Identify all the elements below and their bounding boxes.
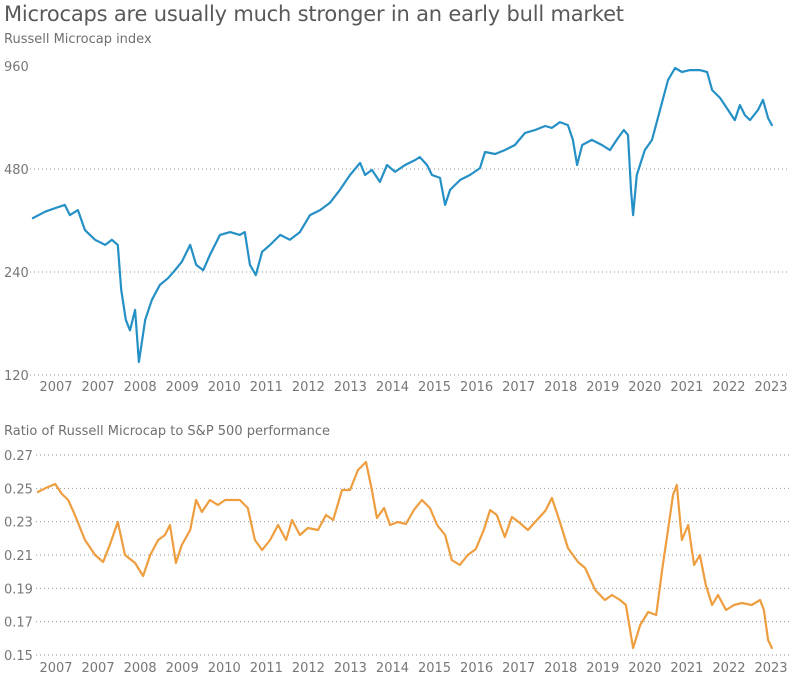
- ratio-x-tick-label: 2007: [39, 661, 72, 676]
- ratio-y-tick-label: 0.25: [4, 482, 33, 497]
- ratio-x-tick-label: 2009: [166, 661, 199, 676]
- ratio-y-tick-label: 0.21: [4, 549, 33, 564]
- index-x-tick-label: 2022: [712, 380, 745, 395]
- index-y-tick-label: 480: [4, 163, 29, 178]
- ratio-y-tick-label: 0.27: [4, 449, 33, 464]
- ratio-x-tick-label: 2007: [82, 661, 115, 676]
- index-y-tick-label: 960: [4, 60, 29, 75]
- index-y-tick-label: 120: [4, 369, 29, 384]
- index-x-tick-label: 2013: [334, 380, 367, 395]
- ratio-x-tick-label: 2021: [670, 661, 703, 676]
- index-y-tick-label: 240: [4, 266, 29, 281]
- index-chart-subtitle: Russell Microcap index: [4, 32, 152, 47]
- ratio-y-tick-label: 0.19: [4, 582, 33, 597]
- index-series-line: [31, 66, 773, 364]
- index-x-tick-label: 2023: [754, 380, 787, 395]
- index-x-tick-label: 2016: [460, 380, 493, 395]
- index-x-tick-label: 2018: [544, 380, 577, 395]
- ratio-x-tick-label: 2013: [334, 661, 367, 676]
- index-x-tick-label: 2012: [292, 380, 325, 395]
- index-x-tick-label: 2015: [418, 380, 451, 395]
- ratio-x-tick-label: 2019: [586, 661, 619, 676]
- index-x-tick-label: 2007: [39, 380, 72, 395]
- index-x-tick-label: 2017: [502, 380, 535, 395]
- index-x-tick-label: 2019: [586, 380, 619, 395]
- ratio-x-tick-label: 2022: [712, 661, 745, 676]
- ratio-x-tick-label: 2010: [208, 661, 241, 676]
- ratio-x-tick-label: 2023: [754, 661, 787, 676]
- ratio-chart-subtitle: Ratio of Russell Microcap to S&P 500 per…: [4, 424, 330, 439]
- ratio-series-line: [36, 460, 773, 650]
- ratio-x-tick-label: 2018: [544, 661, 577, 676]
- index-x-tick-label: 2020: [628, 380, 661, 395]
- ratio-x-tick-label: 2012: [292, 661, 325, 676]
- index-x-tick-label: 2011: [250, 380, 283, 395]
- ratio-x-tick-label: 2015: [418, 661, 451, 676]
- index-x-tick-label: 2014: [376, 380, 409, 395]
- ratio-x-tick-label: 2011: [250, 661, 283, 676]
- ratio-y-tick-label: 0.23: [4, 516, 33, 531]
- ratio-x-tick-label: 2014: [376, 661, 409, 676]
- ratio-x-tick-label: 2020: [628, 661, 661, 676]
- ratio-x-tick-label: 2008: [124, 661, 157, 676]
- chart-title: Microcaps are usually much stronger in a…: [4, 2, 624, 26]
- ratio-y-tick-label: 0.15: [4, 649, 33, 664]
- ratio-x-tick-label: 2016: [460, 661, 493, 676]
- index-x-tick-label: 2010: [208, 380, 241, 395]
- index-x-tick-label: 2009: [166, 380, 199, 395]
- ratio-y-tick-label: 0.17: [4, 616, 33, 631]
- index-x-tick-label: 2021: [670, 380, 703, 395]
- index-x-tick-label: 2007: [82, 380, 115, 395]
- index-x-tick-label: 2008: [124, 380, 157, 395]
- ratio-x-tick-label: 2017: [502, 661, 535, 676]
